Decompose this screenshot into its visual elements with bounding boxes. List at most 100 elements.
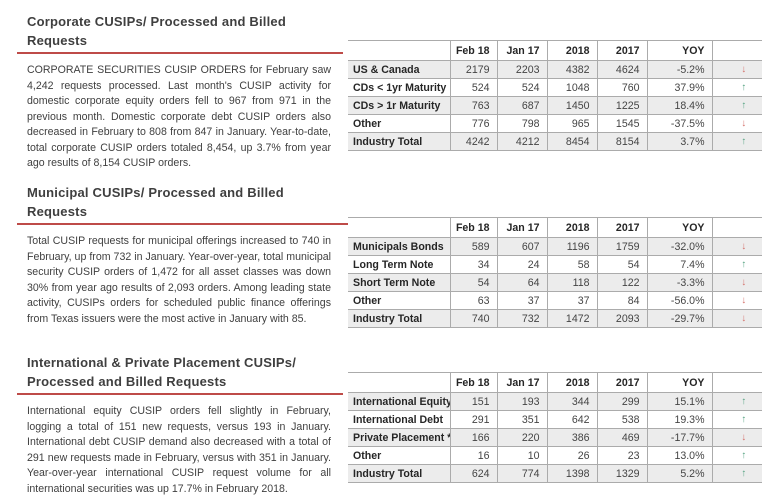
cell-feb18: 524 xyxy=(449,78,498,97)
trend-arrow-icon: ↑ xyxy=(711,446,762,465)
header-jan17: Jan 17 xyxy=(496,40,548,61)
cell-2017: 8154 xyxy=(596,132,648,151)
row-label: CDs > 1r Maturity xyxy=(348,96,451,115)
cell-2017: 1545 xyxy=(596,114,648,133)
cell-feb18: 291 xyxy=(449,410,498,429)
row-label: CDs < 1yr Maturity xyxy=(348,78,451,97)
international-table-wrap: Feb 18 Jan 17 2018 2017 YOY Internationa… xyxy=(348,372,762,483)
cell-2017: 469 xyxy=(596,428,648,447)
cell-yoy: 5.2% xyxy=(646,464,713,483)
cell-2018: 1398 xyxy=(546,464,598,483)
cell-jan17: 37 xyxy=(496,291,548,310)
row-label: Long Term Note xyxy=(348,255,451,274)
title-line: Municipal CUSIPs/ Processed and Billed R… xyxy=(27,185,284,219)
trend-arrow-icon: ↓ xyxy=(711,428,762,447)
header-2017: 2017 xyxy=(596,40,648,61)
table-row: Other 776 798 965 1545 -37.5% ↓ xyxy=(348,114,762,133)
international-table: Feb 18 Jan 17 2018 2017 YOY Internationa… xyxy=(348,372,762,483)
table-row: International Debt 291 351 642 538 19.3%… xyxy=(348,410,762,429)
cell-feb18: 63 xyxy=(449,291,498,310)
header-2018: 2018 xyxy=(546,217,598,238)
row-label: International Debt xyxy=(348,410,451,429)
cell-jan17: 64 xyxy=(496,273,548,292)
cell-2018: 965 xyxy=(546,114,598,133)
cell-yoy: -32.0% xyxy=(646,237,713,256)
cell-2017: 538 xyxy=(596,410,648,429)
cell-feb18: 2179 xyxy=(449,60,498,79)
row-label: Other xyxy=(348,114,451,133)
cell-yoy: 3.7% xyxy=(646,132,713,151)
cell-feb18: 34 xyxy=(449,255,498,274)
table-row: Other 16 10 26 23 13.0% ↑ xyxy=(348,446,762,465)
cell-2017: 122 xyxy=(596,273,648,292)
table-row: International Equity 151 193 344 299 15.… xyxy=(348,392,762,411)
cell-yoy: -29.7% xyxy=(646,309,713,328)
cell-jan17: 607 xyxy=(496,237,548,256)
cell-2018: 1450 xyxy=(546,96,598,115)
section-title-international: International & Private Placement CUSIPs… xyxy=(27,353,343,391)
municipal-text-column: Municipal CUSIPs/ Processed and Billed R… xyxy=(17,183,760,327)
trend-arrow-icon: ↓ xyxy=(711,273,762,292)
table-row: Long Term Note 34 24 58 54 7.4% ↑ xyxy=(348,255,762,274)
header-jan17: Jan 17 xyxy=(496,217,548,238)
trend-arrow-icon: ↓ xyxy=(711,309,762,328)
international-text-column: International & Private Placement CUSIPs… xyxy=(17,353,343,497)
cell-2017: 54 xyxy=(596,255,648,274)
table-row: Short Term Note 54 64 118 122 -3.3% ↓ xyxy=(348,273,762,292)
header-row: Feb 18 Jan 17 2018 2017 YOY xyxy=(348,372,762,393)
row-label: Municipals Bonds xyxy=(348,237,451,256)
cell-yoy: 18.4% xyxy=(646,96,713,115)
cell-yoy: 7.4% xyxy=(646,255,713,274)
corporate-table: Feb 18 Jan 17 2018 2017 YOY US & Canada … xyxy=(348,40,762,151)
cell-jan17: 4212 xyxy=(496,132,548,151)
header-row: Feb 18 Jan 17 2018 2017 YOY xyxy=(348,40,762,61)
section-title-municipal: Municipal CUSIPs/ Processed and Billed R… xyxy=(27,183,343,221)
header-empty xyxy=(348,217,451,238)
trend-arrow-icon: ↑ xyxy=(711,78,762,97)
header-2018: 2018 xyxy=(546,372,598,393)
cell-jan17: 220 xyxy=(496,428,548,447)
trend-arrow-icon: ↓ xyxy=(711,60,762,79)
cell-2017: 4624 xyxy=(596,60,648,79)
table-row: Industry Total 624 774 1398 1329 5.2% ↑ xyxy=(348,464,762,483)
table-row: Industry Total 740 732 1472 2093 -29.7% … xyxy=(348,309,762,328)
cell-2018: 37 xyxy=(546,291,598,310)
cell-yoy: 19.3% xyxy=(646,410,713,429)
trend-arrow-icon: ↑ xyxy=(711,464,762,483)
cell-yoy: -56.0% xyxy=(646,291,713,310)
cell-jan17: 24 xyxy=(496,255,548,274)
cell-2017: 1759 xyxy=(596,237,648,256)
header-yoy: YOY xyxy=(646,40,713,61)
cell-jan17: 10 xyxy=(496,446,548,465)
header-empty xyxy=(348,40,451,61)
table-row: CDs > 1r Maturity 763 687 1450 1225 18.4… xyxy=(348,96,762,115)
cell-feb18: 16 xyxy=(449,446,498,465)
cell-jan17: 2203 xyxy=(496,60,548,79)
cell-jan17: 774 xyxy=(496,464,548,483)
cell-jan17: 798 xyxy=(496,114,548,133)
cell-feb18: 624 xyxy=(449,464,498,483)
corporate-paragraph: CORPORATE SECURITIES CUSIP ORDERS for Fe… xyxy=(27,64,331,169)
table-row: US & Canada 2179 2203 4382 4624 -5.2% ↓ xyxy=(348,60,762,79)
row-label: Industry Total xyxy=(348,464,451,483)
cell-2017: 23 xyxy=(596,446,648,465)
cell-2018: 344 xyxy=(546,392,598,411)
cell-feb18: 740 xyxy=(449,309,498,328)
cell-2017: 84 xyxy=(596,291,648,310)
cell-2018: 1196 xyxy=(546,237,598,256)
red-rule xyxy=(17,52,343,54)
cell-yoy: -37.5% xyxy=(646,114,713,133)
header-trend-empty xyxy=(711,372,762,393)
title-line: Processed and Billed Requests xyxy=(27,374,227,389)
trend-arrow-icon: ↑ xyxy=(711,96,762,115)
trend-arrow-icon: ↑ xyxy=(711,392,762,411)
cell-feb18: 166 xyxy=(449,428,498,447)
table-row: Other 63 37 37 84 -56.0% ↓ xyxy=(348,291,762,310)
cell-2017: 299 xyxy=(596,392,648,411)
cell-2017: 1225 xyxy=(596,96,648,115)
municipal-table: Feb 18 Jan 17 2018 2017 YOY Municipals B… xyxy=(348,217,762,328)
cell-2018: 386 xyxy=(546,428,598,447)
header-feb18: Feb 18 xyxy=(449,372,498,393)
corporate-table-wrap: Feb 18 Jan 17 2018 2017 YOY US & Canada … xyxy=(348,40,762,151)
header-row: Feb 18 Jan 17 2018 2017 YOY xyxy=(348,217,762,238)
